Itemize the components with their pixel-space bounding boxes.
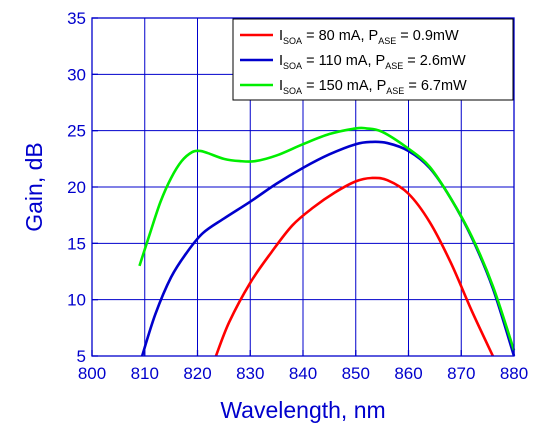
y-axis-title: Gain, dB xyxy=(21,142,47,232)
series-line-3 xyxy=(138,126,516,351)
x-tick-label: 810 xyxy=(131,364,159,383)
y-tick-label: 10 xyxy=(67,291,86,310)
x-tick-label: 800 xyxy=(78,364,106,383)
x-tick-label: 860 xyxy=(394,364,422,383)
legend-entry-label: ISOA = 110 mA, PASE = 2.6mW xyxy=(279,53,466,71)
y-tick-label: 5 xyxy=(77,347,86,366)
y-tick-label: 30 xyxy=(67,65,86,84)
x-axis-title: Wavelength, nm xyxy=(220,397,385,423)
y-tick-label: 15 xyxy=(67,234,86,253)
series-line-1 xyxy=(214,176,495,357)
legend-entry-label: ISOA = 80 mA, PASE = 0.9mW xyxy=(279,28,459,46)
x-tick-label: 840 xyxy=(289,364,317,383)
series-layer xyxy=(138,126,516,357)
legend-box xyxy=(232,18,514,101)
x-tick-label: 820 xyxy=(183,364,211,383)
legend-entry-label: ISOA = 150 mA, PASE = 6.7mW xyxy=(279,78,467,96)
x-tick-label: 830 xyxy=(236,364,264,383)
legend: ISOA = 80 mA, PASE = 0.9mW ISOA = 110 mA,… xyxy=(232,18,514,101)
x-tick-label: 880 xyxy=(500,364,528,383)
x-tick-label: 850 xyxy=(342,364,370,383)
axis-ticks: 800 810 820 830 840 850 860 870 880 5 10 15 20 25 30 35 xyxy=(67,9,528,383)
x-tick-label: 870 xyxy=(447,364,475,383)
y-tick-label: 35 xyxy=(67,9,86,28)
y-tick-label: 20 xyxy=(67,178,86,197)
y-tick-label: 25 xyxy=(67,122,86,141)
